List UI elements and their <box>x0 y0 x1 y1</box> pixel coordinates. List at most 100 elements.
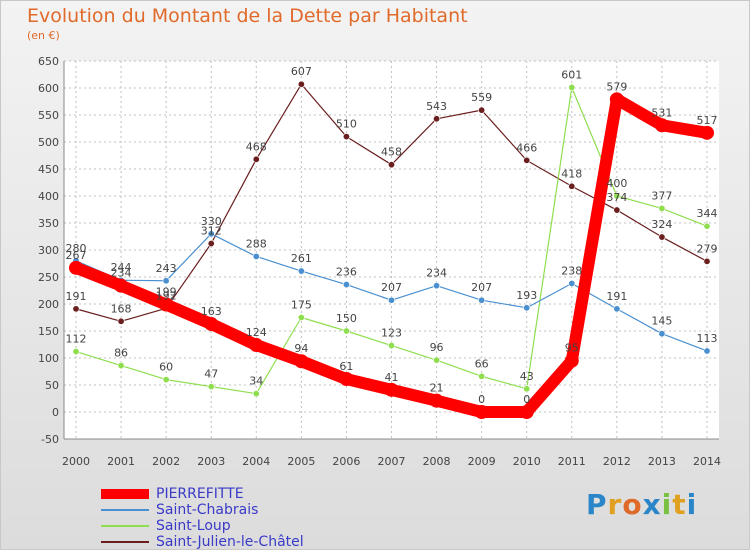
legend-swatch <box>101 525 149 527</box>
data-label: 113 <box>697 332 718 345</box>
data-label: 559 <box>471 91 492 104</box>
data-point <box>342 281 350 289</box>
x-tick-label: 2009 <box>468 455 496 468</box>
data-label: 47 <box>204 368 218 381</box>
data-label: 124 <box>246 326 267 339</box>
y-tick-label: 50 <box>45 379 59 392</box>
data-label: 86 <box>114 347 128 360</box>
x-tick-label: 2004 <box>242 455 270 468</box>
y-tick-label: 400 <box>38 190 59 203</box>
y-tick-label: 350 <box>38 217 59 230</box>
data-point <box>613 206 621 214</box>
y-tick-label: 100 <box>38 352 59 365</box>
x-tick-label: 2007 <box>378 455 406 468</box>
data-point <box>162 376 170 384</box>
data-point <box>249 338 264 353</box>
data-label: 288 <box>246 237 267 250</box>
data-label: 96 <box>430 341 444 354</box>
y-tick-label: -50 <box>41 433 59 446</box>
data-point <box>478 296 486 304</box>
data-label: 543 <box>426 100 447 113</box>
x-tick-label: 2010 <box>513 455 541 468</box>
data-point <box>568 279 576 287</box>
data-label: 468 <box>246 140 267 153</box>
x-tick-label: 2003 <box>197 455 225 468</box>
data-label: 112 <box>66 333 87 346</box>
data-label: 66 <box>475 357 489 370</box>
x-tick-label: 2011 <box>558 455 586 468</box>
data-point <box>114 278 129 293</box>
data-label: 192 <box>156 289 177 302</box>
data-point <box>703 347 711 355</box>
data-point <box>568 182 576 190</box>
data-point <box>342 327 350 335</box>
data-label: 191 <box>66 290 87 303</box>
y-tick-label: 0 <box>52 406 59 419</box>
data-label: 267 <box>66 249 87 262</box>
data-label: 123 <box>381 327 402 340</box>
data-point <box>658 233 666 241</box>
data-point <box>207 230 215 238</box>
data-label: 517 <box>697 114 718 127</box>
data-label: 531 <box>651 106 672 119</box>
data-label: 175 <box>291 299 312 312</box>
proxiti-logo: Proxiti <box>586 488 698 521</box>
data-point <box>568 83 576 91</box>
data-label: 601 <box>561 68 582 81</box>
data-label: 95 <box>565 342 579 355</box>
data-point <box>294 354 309 369</box>
data-point <box>207 240 215 248</box>
data-point <box>433 282 441 290</box>
data-point <box>387 296 395 304</box>
legend-swatch <box>101 489 149 499</box>
data-point <box>613 192 621 200</box>
data-label: 312 <box>201 225 222 238</box>
data-label: 43 <box>520 370 534 383</box>
data-label: 61 <box>339 360 353 373</box>
data-label: 34 <box>249 375 263 388</box>
x-tick-label: 2000 <box>62 455 90 468</box>
data-point <box>429 393 444 408</box>
x-tick-label: 2014 <box>693 455 721 468</box>
data-point <box>658 330 666 338</box>
y-tick-label: 650 <box>38 55 59 68</box>
data-point <box>72 348 80 356</box>
data-label: 145 <box>651 315 672 328</box>
data-point <box>703 222 711 230</box>
data-label: 234 <box>111 267 132 280</box>
data-label: 418 <box>561 167 582 180</box>
data-point <box>433 356 441 364</box>
data-point <box>478 372 486 380</box>
data-point <box>204 316 219 331</box>
y-tick-label: 250 <box>38 271 59 284</box>
x-tick-label: 2002 <box>152 455 180 468</box>
data-point <box>252 390 260 398</box>
x-tick-label: 2005 <box>287 455 315 468</box>
data-point <box>519 405 534 419</box>
data-label: 0 <box>478 393 485 406</box>
data-point <box>474 405 489 419</box>
y-tick-label: 600 <box>38 82 59 95</box>
x-tick-label: 2012 <box>603 455 631 468</box>
data-point <box>297 267 305 275</box>
data-label: 510 <box>336 118 357 131</box>
data-label: 150 <box>336 312 357 325</box>
data-label: 324 <box>651 218 672 231</box>
data-label: 236 <box>336 266 357 279</box>
data-label: 466 <box>516 141 537 154</box>
data-point <box>252 252 260 260</box>
y-tick-label: 300 <box>38 244 59 257</box>
data-point <box>658 204 666 212</box>
x-tick-label: 2008 <box>423 455 451 468</box>
data-point <box>339 372 354 387</box>
data-point <box>387 342 395 350</box>
data-label: 458 <box>381 146 402 159</box>
data-label: 377 <box>651 189 672 202</box>
data-point <box>159 297 174 312</box>
data-label: 21 <box>430 382 444 395</box>
data-label: 374 <box>606 191 627 204</box>
data-point <box>117 317 125 325</box>
data-label: 238 <box>561 264 582 277</box>
data-point <box>72 305 80 313</box>
